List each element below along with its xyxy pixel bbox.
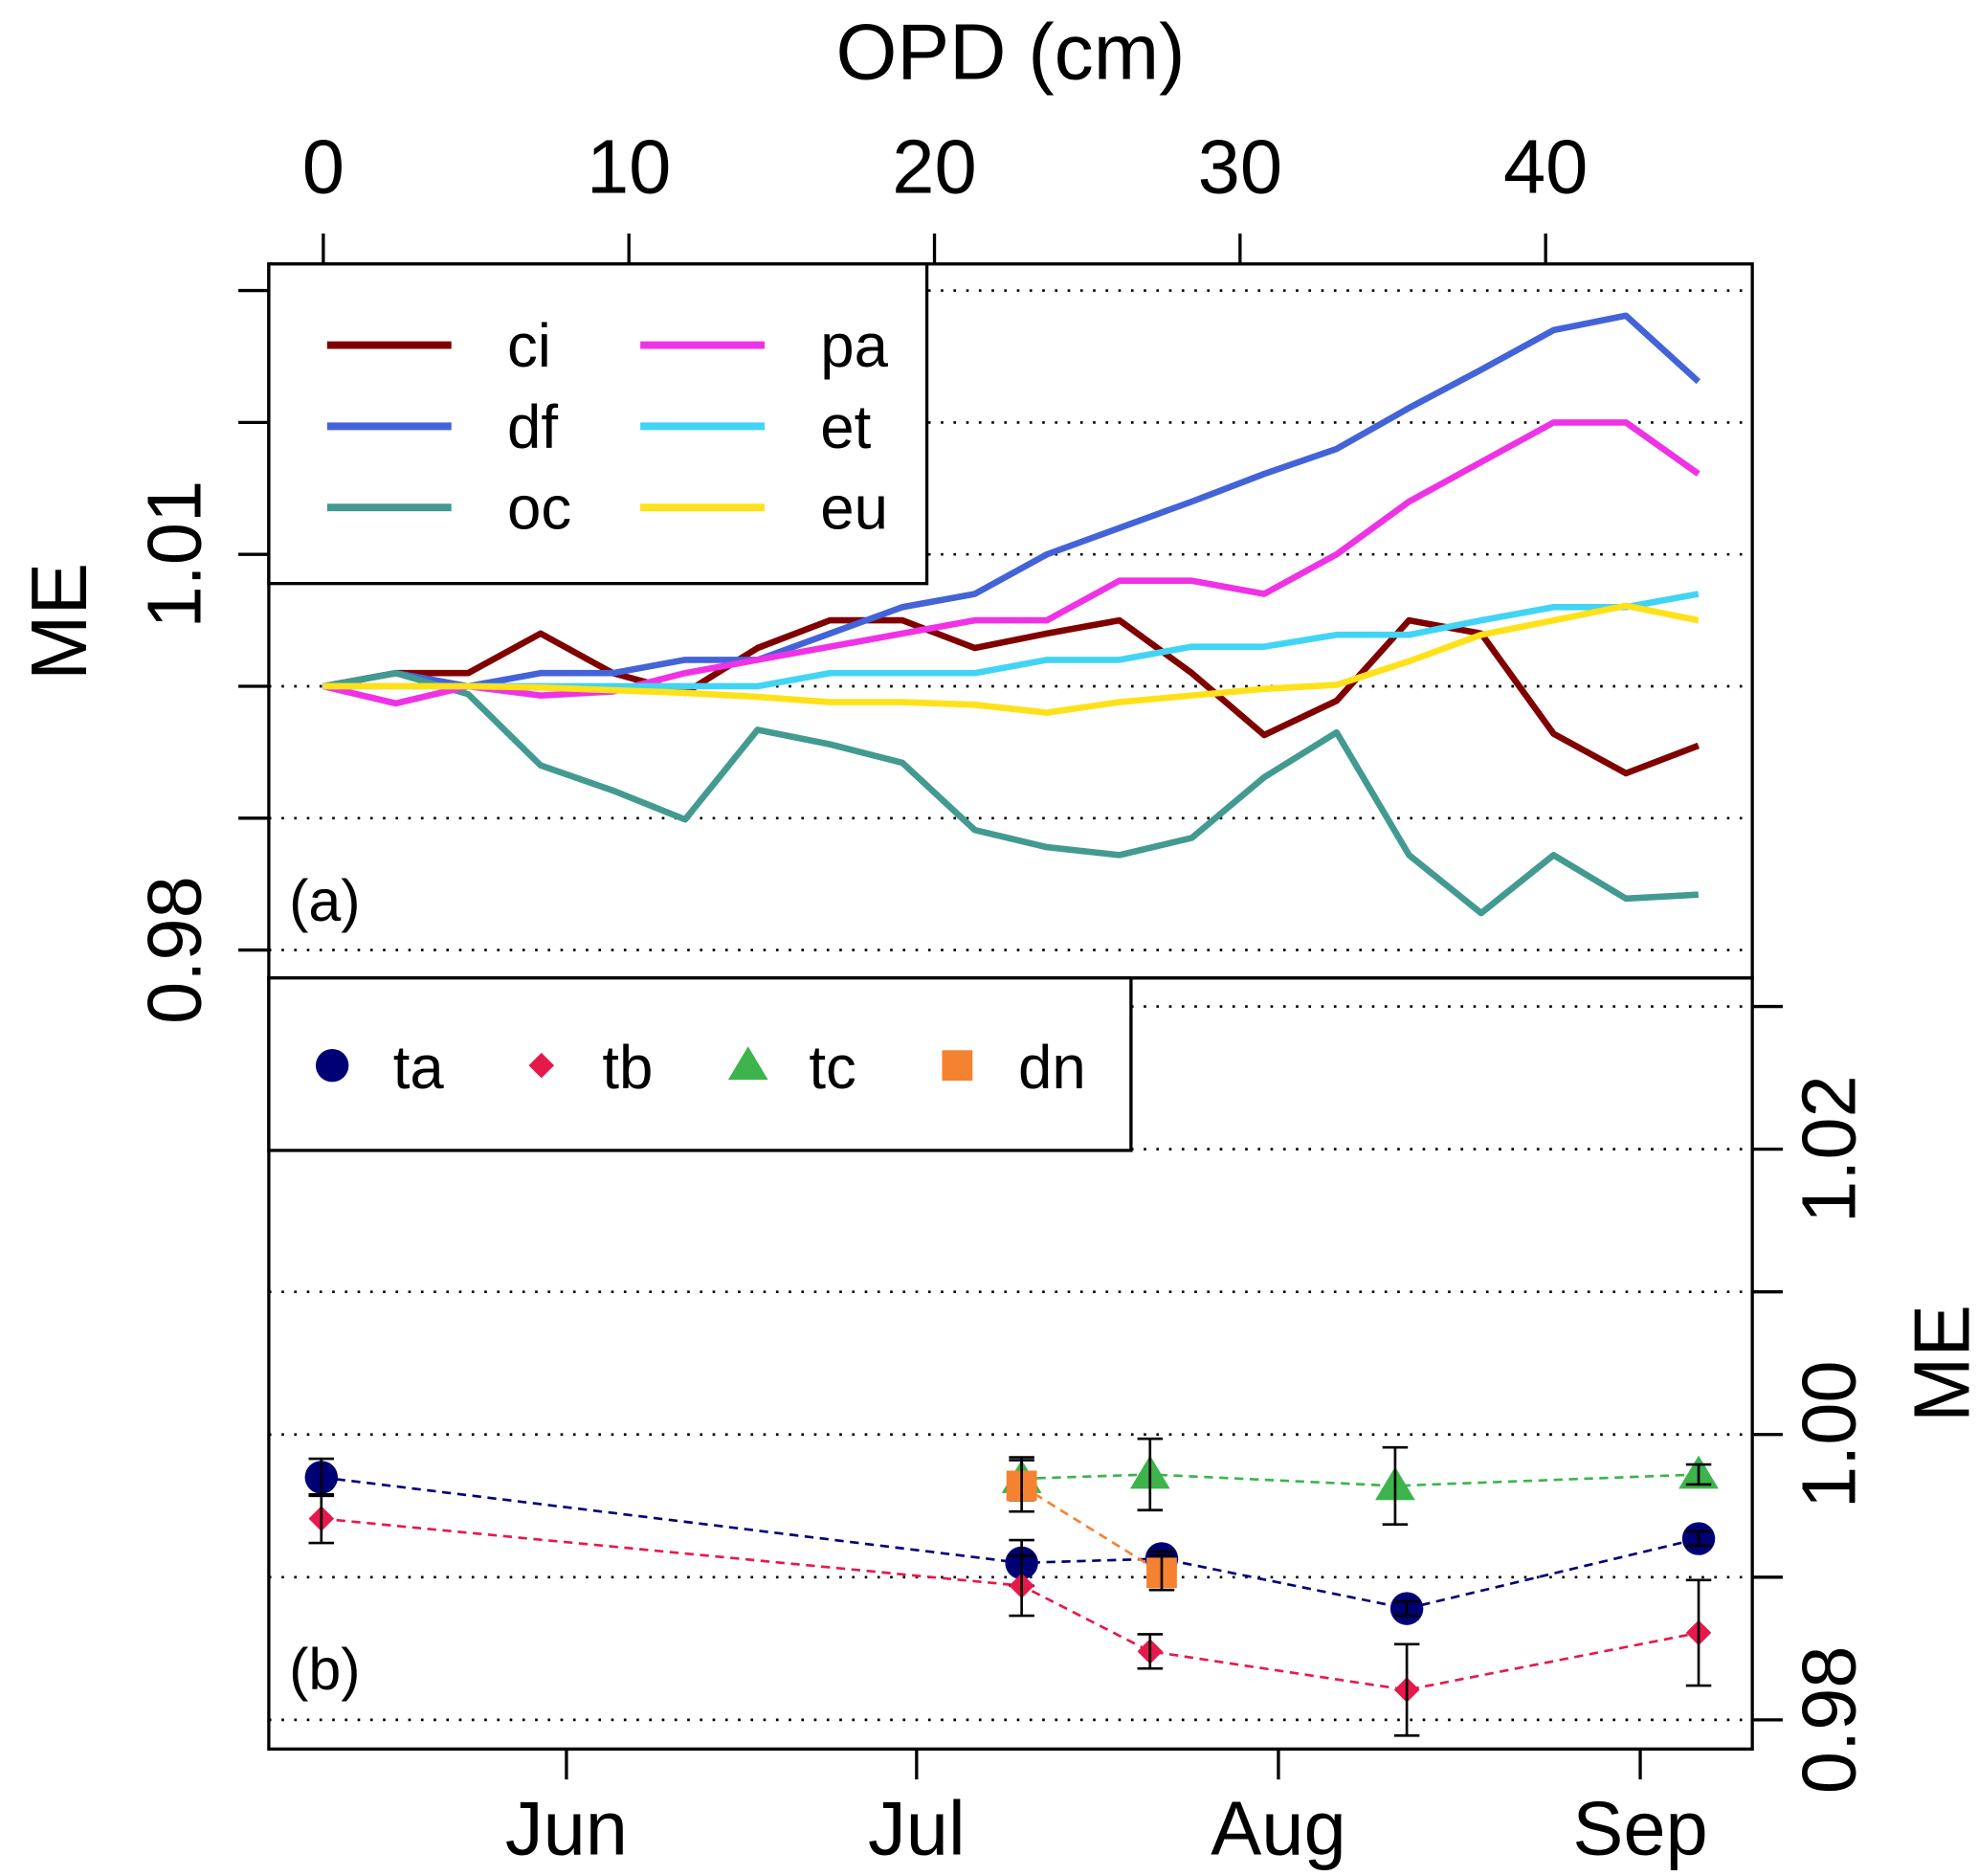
y-tick-label: 1.02 <box>1786 1075 1871 1223</box>
x-tick-label: Jun <box>505 1785 628 1870</box>
legend-label-tc: tc <box>809 1034 856 1102</box>
legend-label-et: et <box>820 393 871 461</box>
y-tick-label: 0.98 <box>1786 1645 1871 1794</box>
legend-label-oc: oc <box>507 475 571 543</box>
legend-label-ci: ci <box>507 312 551 380</box>
axes: 0 10 20 30 40 1.01 0.98 1.02 1.00 0.98 Jun Jul Aug Se… <box>131 124 1871 1871</box>
panel-b-ylabel: ME <box>1900 1305 1978 1422</box>
panel-a-series <box>322 312 1701 917</box>
x-tick-label: 20 <box>892 124 976 210</box>
x-tick-label: 0 <box>302 124 344 210</box>
series-line-dn <box>1020 1485 1163 1574</box>
x-tick-label: Aug <box>1211 1785 1345 1870</box>
series-line-tc <box>1021 1473 1700 1487</box>
legend-label-eu: eu <box>820 475 888 543</box>
legend-a: ci df oc pa et eu <box>267 262 929 586</box>
series-line-ci <box>322 616 1700 777</box>
x-tick-label: 10 <box>587 124 671 210</box>
legend-b: ta tb tc dn <box>267 976 1133 1152</box>
y-tick-label: 1.01 <box>131 480 216 629</box>
legend-marker-dn <box>942 1050 973 1082</box>
top-axis-title: OPD (cm) <box>836 9 1186 96</box>
legend-label-dn: dn <box>1018 1034 1086 1102</box>
legend-marker-ta <box>315 1048 349 1083</box>
series-line-tb <box>321 1517 1700 1691</box>
x-tick-label: 40 <box>1503 124 1588 210</box>
panel-a-ylabel: ME <box>16 563 103 681</box>
panel-a-label: (a) <box>289 868 360 933</box>
series-line-eu <box>322 602 1700 716</box>
series-line-pa <box>322 419 1700 707</box>
x-tick-label: Jul <box>868 1785 966 1870</box>
legend-marker-tc <box>727 1046 768 1081</box>
series-line-oc <box>322 669 1700 917</box>
panel-b-label: (b) <box>289 1637 360 1702</box>
panel-b-series <box>304 1437 1719 1737</box>
x-tick-label: 30 <box>1198 124 1282 210</box>
legend-label-df: df <box>507 393 558 461</box>
y-tick-label: 1.00 <box>1786 1360 1871 1508</box>
legend-label-ta: ta <box>393 1034 445 1102</box>
legend-box <box>267 976 1133 1152</box>
legend-marker-tb <box>528 1052 555 1079</box>
series-line-df <box>322 312 1701 690</box>
legend-label-tb: tb <box>602 1034 653 1102</box>
legend-label-pa: pa <box>820 312 888 380</box>
y-tick-label: 0.98 <box>131 876 216 1024</box>
x-tick-label: Sep <box>1572 1785 1707 1870</box>
